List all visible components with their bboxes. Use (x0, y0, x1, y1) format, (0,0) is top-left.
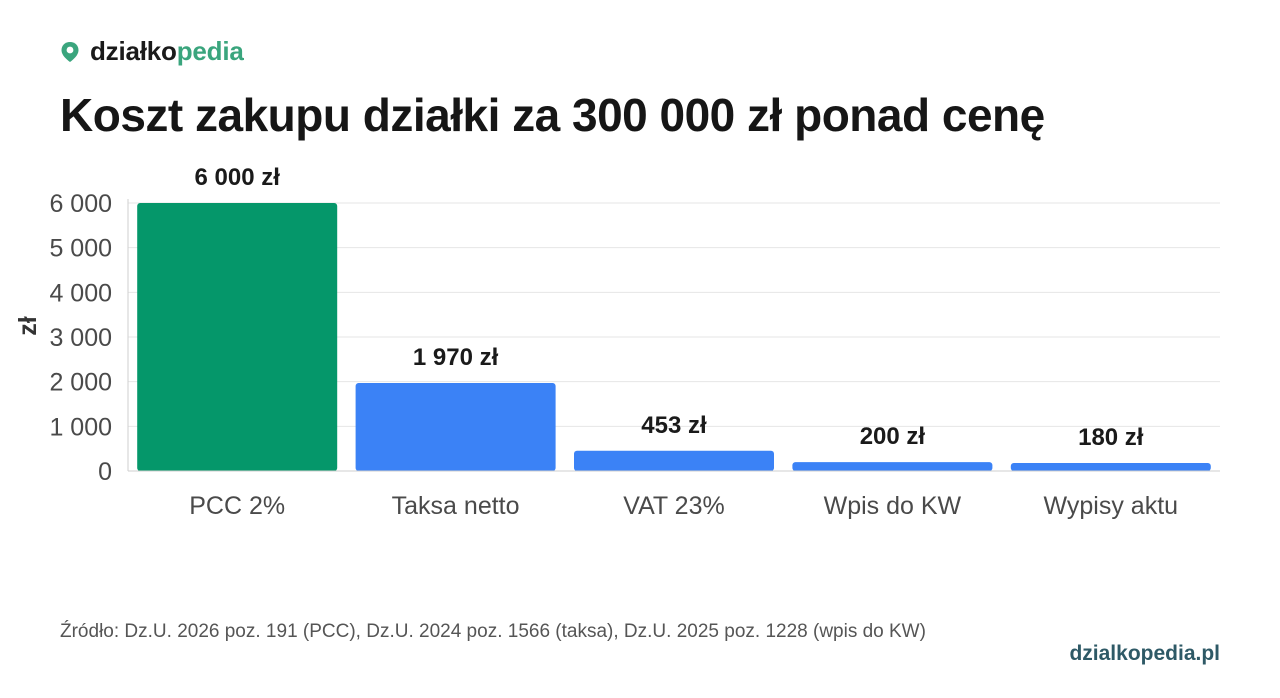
source-note: Źródło: Dz.U. 2026 poz. 191 (PCC), Dz.U.… (60, 621, 926, 642)
y-tick-label: 5 000 (49, 235, 112, 263)
y-axis-label: zł (14, 316, 42, 336)
footer-site-link[interactable]: dzialkopedia.pl (1069, 642, 1220, 665)
x-tick-label: Wypisy aktu (1044, 492, 1179, 520)
y-tick-label: 6 000 (49, 190, 112, 218)
bar-value-label: 6 000 zł (194, 164, 280, 191)
bar (355, 383, 556, 471)
x-tick-label: PCC 2% (189, 492, 285, 520)
bar (137, 203, 338, 471)
bar-chart: 0 1 000 2 000 3 000 4 000 5 000 6 000 zł 6 000 z… (14, 164, 1220, 520)
y-tick-label: 3 000 (49, 324, 112, 352)
bar-value-label: 200 zł (860, 423, 926, 450)
y-tick-label: 2 000 (49, 369, 112, 397)
bar (1010, 462, 1211, 471)
map-pin-icon (61, 41, 79, 62)
y-tick-label: 4 000 (49, 279, 112, 307)
x-tick-label: Wpis do KW (824, 492, 962, 520)
bar (574, 450, 774, 471)
bar-value-label: 453 zł (641, 412, 707, 439)
brand-name-part1: działko (90, 36, 177, 66)
brand-name: działkopedia (90, 36, 244, 67)
x-tick-label: Taksa netto (392, 492, 520, 520)
chart-title: Koszt zakupu działki za 300 000 zł ponad… (60, 89, 1045, 141)
brand-name-part2: pedia (176, 36, 244, 66)
x-tick-label: VAT 23% (623, 492, 724, 520)
brand-logo: działkopedia (60, 36, 244, 67)
bar-value-label: 1 970 zł (413, 344, 499, 371)
y-tick-label: 0 (98, 458, 112, 486)
bar (792, 462, 993, 471)
bar-value-label: 180 zł (1078, 424, 1144, 451)
y-tick-label: 1 000 (49, 413, 112, 441)
